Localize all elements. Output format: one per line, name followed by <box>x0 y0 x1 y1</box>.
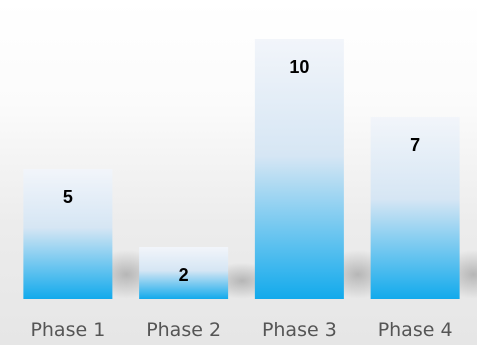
bar-phase-2 <box>139 247 229 299</box>
bar-phase-3 <box>254 39 344 299</box>
data-label: 10 <box>289 57 309 77</box>
category-label: Phase 4 <box>378 319 453 341</box>
data-label: 7 <box>410 135 420 155</box>
bar-phase-1 <box>23 169 113 299</box>
data-label: 5 <box>63 187 73 207</box>
data-labels-group: 5 2 10 7 <box>63 57 420 285</box>
data-label: 2 <box>179 265 189 285</box>
bars-group <box>23 39 460 299</box>
category-label: Phase 3 <box>262 319 337 341</box>
category-label: Phase 1 <box>30 319 105 341</box>
bar-phase-4 <box>370 117 460 299</box>
category-label: Phase 2 <box>146 319 221 341</box>
category-labels-group: Phase 1 Phase 2 Phase 3 Phase 4 <box>30 319 452 341</box>
